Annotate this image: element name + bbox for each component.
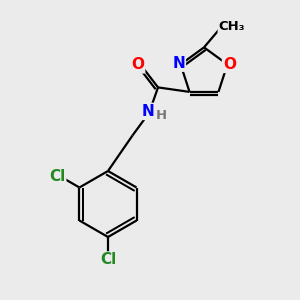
Text: O: O [223, 57, 236, 72]
Text: O: O [131, 57, 144, 72]
Text: CH₃: CH₃ [219, 20, 245, 33]
Text: Cl: Cl [49, 169, 65, 184]
Text: H: H [156, 109, 167, 122]
Text: N: N [172, 56, 185, 71]
Text: Cl: Cl [100, 252, 116, 268]
Text: N: N [142, 104, 154, 119]
